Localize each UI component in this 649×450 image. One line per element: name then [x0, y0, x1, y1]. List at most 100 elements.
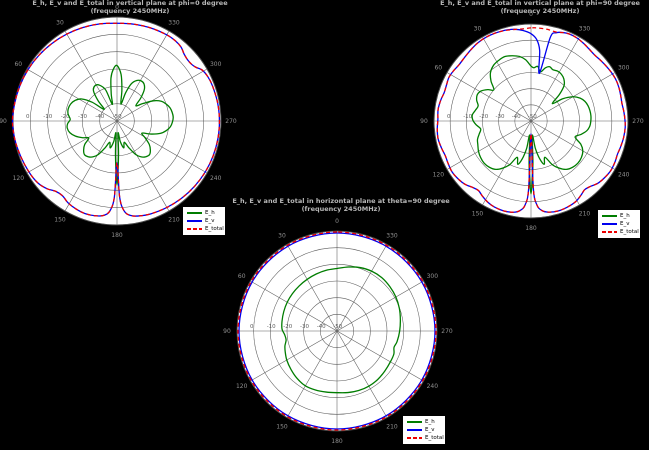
radial-tick-label: -40 — [512, 114, 521, 120]
angle-tick-label: 330 — [579, 25, 591, 32]
plot-title-line2: (frequency 2450MHz) — [90, 6, 170, 15]
radial-tick-label: -30 — [496, 114, 505, 120]
legend-swatch-eh — [187, 212, 202, 214]
grid-spoke — [116, 120, 170, 212]
angle-tick-label: 150 — [54, 217, 66, 224]
legend-item-etotal: E_total — [187, 226, 224, 232]
angle-tick-label: 120 — [433, 172, 445, 179]
legend-swatch-ev — [602, 223, 617, 225]
legend-label-etotal: E_total — [620, 229, 639, 235]
series-E_h — [66, 64, 174, 186]
grid-spoke — [482, 36, 532, 122]
angle-tick-label: 90 — [0, 118, 7, 125]
radial-tick-label: -50 — [333, 324, 342, 330]
angle-tick-label: 90 — [223, 328, 231, 335]
radial-tick-label: -10 — [43, 114, 52, 120]
angle-tick-label: 240 — [210, 175, 222, 182]
grid-spoke — [116, 68, 208, 122]
radial-tick-label: -30 — [78, 114, 87, 120]
grid-spoke — [482, 120, 532, 206]
plot-title-line2: (frequency 2450MHz) — [301, 204, 381, 213]
polar-plot-phi90-cut: 0 30 60 90 120 150 180 210 240 270 300 330 0 -10 -20 -3… — [420, 11, 644, 232]
polar-plot-theta90-cut: 0 30 60 90 120 150 180 210 240 270 300 330 0 -10 -20 -3… — [223, 218, 453, 445]
legend-theta90: E_h E_v E_total — [402, 415, 446, 445]
legend-item-ev: E_v — [407, 427, 441, 433]
legend-swatch-ev — [407, 429, 422, 431]
angle-tick-label: 300 — [210, 61, 222, 68]
polar-plot-phi0-cut: 0 30 60 90 120 150 180 210 240 270 300 330 0 -10 -20 -3… — [0, 4, 237, 239]
plot-title-line2: (frequency 2450MHz) — [500, 6, 580, 15]
legend-item-eh: E_h — [187, 210, 221, 216]
angle-tick-label: 240 — [427, 383, 439, 390]
angle-tick-label: 30 — [474, 25, 482, 32]
angle-tick-label: 0 — [529, 11, 533, 18]
legend-phi0: E_h E_v E_total — [182, 206, 226, 236]
grid-spoke — [116, 30, 170, 122]
legend-label-etotal: E_total — [205, 226, 224, 232]
series-E_v — [238, 232, 436, 430]
angle-tick-label: 180 — [331, 438, 343, 445]
legend-item-etotal: E_total — [407, 435, 444, 441]
grid-spoke — [116, 120, 208, 174]
angle-tick-label: 270 — [225, 118, 237, 125]
series-E_h — [471, 55, 592, 195]
radial-tick-label: -40 — [95, 114, 104, 120]
grid-spoke — [286, 244, 338, 332]
legend-label-ev: E_v — [205, 218, 215, 224]
angle-tick-label: 240 — [618, 172, 630, 179]
angle-tick-label: 150 — [472, 211, 484, 218]
plot-title-phi0: E_h, E_v and E_total in vertical plane a… — [32, 0, 227, 15]
angle-tick-label: 60 — [434, 65, 442, 72]
legend-phi90: E_h E_v E_total — [597, 209, 641, 239]
legend-label-eh: E_h — [205, 210, 215, 216]
radial-tick-label: 0 — [250, 324, 254, 330]
grid-spoke — [336, 330, 388, 418]
grid-spoke — [530, 120, 580, 206]
legend-item-eh: E_h — [407, 419, 441, 425]
series-E_total — [11, 22, 221, 217]
grid-spoke — [336, 244, 388, 332]
grid-spoke — [336, 330, 424, 382]
legend-swatch-eh — [602, 215, 617, 217]
legend-label-etotal: E_total — [425, 435, 444, 441]
legend-swatch-ev — [187, 220, 202, 222]
angle-tick-label: 150 — [276, 423, 288, 430]
legend-item-ev: E_v — [187, 218, 221, 224]
angle-tick-label: 120 — [13, 175, 25, 182]
angle-tick-label: 210 — [386, 423, 398, 430]
plot-title-line1: E_h, E_v and E_total in horizontal plane… — [232, 197, 450, 205]
grid-spoke — [446, 72, 532, 122]
radial-tick-label: -20 — [283, 324, 292, 330]
angle-tick-label: 330 — [386, 233, 398, 240]
grid-spoke — [530, 36, 580, 122]
angle-tick-label: 180 — [525, 225, 537, 232]
radial-tick-label: 0 — [26, 114, 30, 120]
radial-tick-label: -50 — [113, 114, 122, 120]
legend-swatch-eh — [407, 421, 422, 423]
angle-tick-label: 270 — [632, 118, 644, 125]
legend-item-etotal: E_total — [602, 229, 639, 235]
angle-tick-label: 120 — [236, 383, 248, 390]
radial-tick-label: -50 — [528, 114, 537, 120]
angle-tick-label: 60 — [14, 61, 22, 68]
series-E_total — [237, 231, 437, 431]
radial-tick-label: -10 — [463, 114, 472, 120]
grid-spoke — [530, 120, 616, 170]
radial-tick-label: -20 — [479, 114, 488, 120]
grid-spoke — [286, 330, 338, 418]
angle-tick-label: 210 — [579, 211, 591, 218]
legend-item-eh: E_h — [602, 213, 636, 219]
grid-spoke — [64, 120, 118, 212]
legend-label-ev: E_v — [620, 221, 630, 227]
grid-spoke — [26, 68, 118, 122]
legend-item-ev: E_v — [602, 221, 636, 227]
angle-tick-label: 210 — [168, 217, 180, 224]
radial-tick-label: -40 — [317, 324, 326, 330]
angle-tick-label: 330 — [168, 19, 180, 26]
legend-swatch-etotal — [602, 231, 617, 233]
radial-tick-label: 0 — [447, 114, 451, 120]
grid-spoke — [336, 280, 424, 332]
grid-spoke — [64, 30, 118, 122]
legend-label-eh: E_h — [425, 419, 435, 425]
plot-title-line1: E_h, E_v and E_total in vertical plane a… — [32, 0, 228, 7]
